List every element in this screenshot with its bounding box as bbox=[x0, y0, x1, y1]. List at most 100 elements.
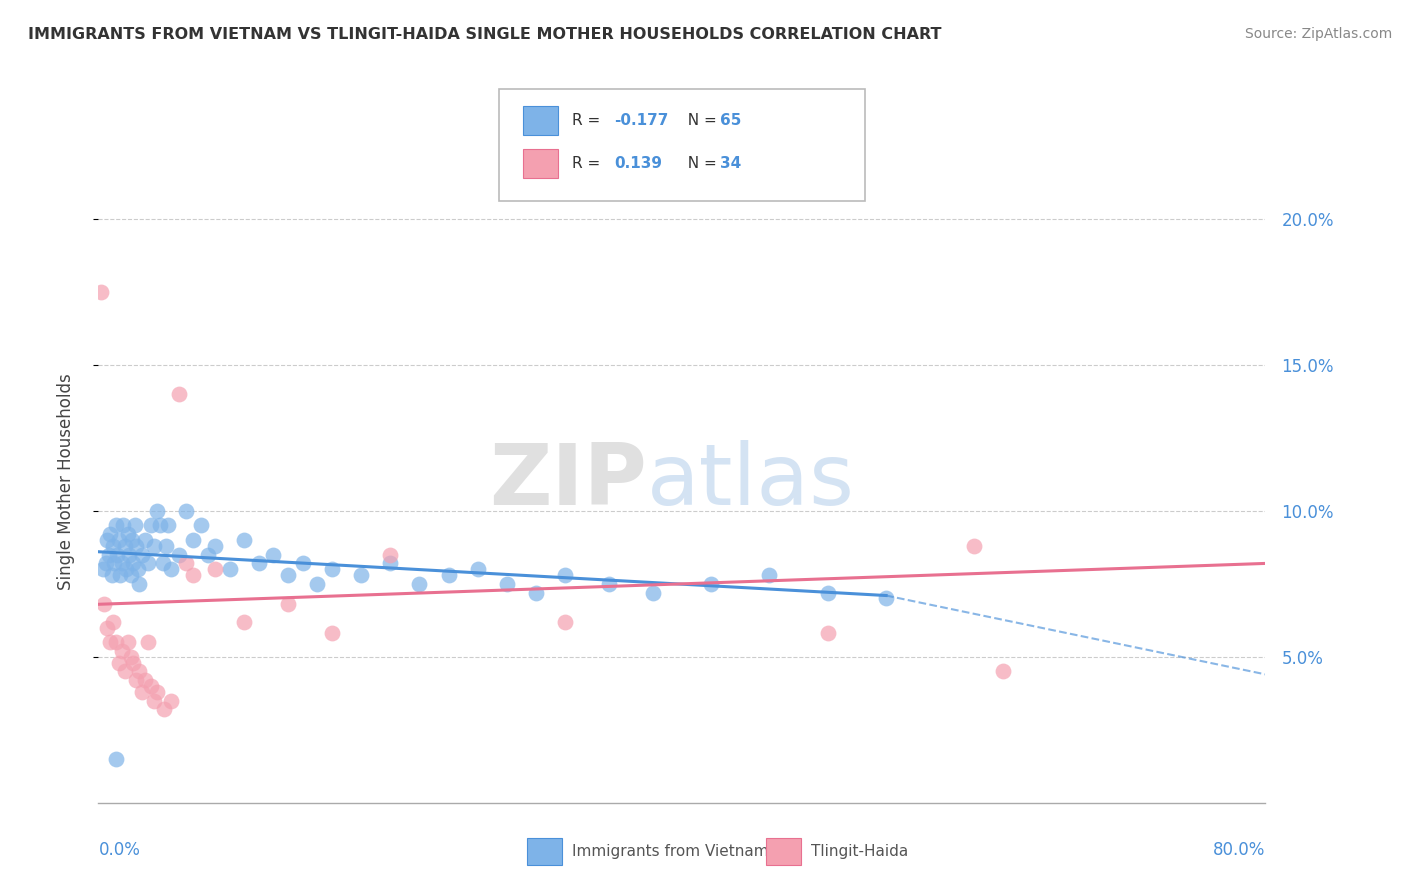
Point bbox=[104, 752, 127, 766]
Point bbox=[146, 685, 169, 699]
Point bbox=[554, 615, 576, 629]
Point bbox=[128, 577, 150, 591]
Point bbox=[817, 626, 839, 640]
Point bbox=[554, 568, 576, 582]
Point bbox=[111, 557, 134, 571]
Point bbox=[233, 533, 256, 547]
Point bbox=[467, 562, 489, 576]
Point bbox=[142, 539, 165, 553]
Point bbox=[167, 387, 190, 401]
Point bbox=[204, 539, 226, 553]
Point bbox=[128, 665, 150, 679]
Point bbox=[350, 568, 373, 582]
Point bbox=[131, 548, 153, 562]
Point bbox=[167, 548, 190, 562]
Point bbox=[146, 504, 169, 518]
Point bbox=[91, 562, 114, 576]
Text: N =: N = bbox=[678, 113, 721, 128]
Point bbox=[120, 649, 142, 664]
Text: 0.139: 0.139 bbox=[614, 156, 662, 170]
Point bbox=[104, 518, 127, 533]
Point bbox=[139, 679, 162, 693]
Point bbox=[598, 577, 620, 591]
Point bbox=[181, 568, 204, 582]
Point bbox=[321, 626, 343, 640]
Point bbox=[101, 615, 124, 629]
Point bbox=[233, 615, 256, 629]
Text: ZIP: ZIP bbox=[489, 440, 647, 524]
Text: Tlingit-Haida: Tlingit-Haida bbox=[811, 845, 908, 859]
Point bbox=[136, 557, 159, 571]
Point bbox=[134, 533, 156, 547]
Point bbox=[307, 577, 329, 591]
Text: N =: N = bbox=[678, 156, 721, 170]
Point bbox=[131, 685, 153, 699]
Point bbox=[153, 702, 176, 716]
Point bbox=[98, 635, 121, 649]
Point bbox=[114, 665, 136, 679]
Point bbox=[114, 539, 136, 553]
Point bbox=[97, 548, 120, 562]
Text: -0.177: -0.177 bbox=[614, 113, 669, 128]
Point bbox=[101, 539, 124, 553]
Text: R =: R = bbox=[572, 113, 606, 128]
Point bbox=[197, 548, 219, 562]
Point bbox=[378, 557, 402, 571]
Point bbox=[152, 557, 174, 571]
Point bbox=[758, 568, 780, 582]
Point bbox=[962, 539, 984, 553]
Point bbox=[149, 518, 172, 533]
Text: 80.0%: 80.0% bbox=[1213, 841, 1265, 859]
Point bbox=[134, 673, 156, 688]
Point bbox=[96, 533, 118, 547]
Point bbox=[495, 577, 517, 591]
Point bbox=[641, 585, 664, 599]
Point bbox=[991, 665, 1014, 679]
Point bbox=[117, 635, 139, 649]
Point bbox=[190, 518, 212, 533]
Point bbox=[90, 285, 112, 299]
Point bbox=[204, 562, 226, 576]
Point bbox=[181, 533, 204, 547]
Point bbox=[875, 591, 897, 606]
Point bbox=[117, 527, 139, 541]
Point bbox=[122, 656, 145, 670]
Point bbox=[108, 533, 131, 547]
Point bbox=[104, 635, 127, 649]
Text: atlas: atlas bbox=[647, 440, 855, 524]
Text: 65: 65 bbox=[720, 113, 741, 128]
Point bbox=[174, 504, 197, 518]
Point bbox=[118, 548, 141, 562]
Point bbox=[93, 597, 115, 611]
Point bbox=[817, 585, 839, 599]
Text: IMMIGRANTS FROM VIETNAM VS TLINGIT-HAIDA SINGLE MOTHER HOUSEHOLDS CORRELATION CH: IMMIGRANTS FROM VIETNAM VS TLINGIT-HAIDA… bbox=[28, 27, 942, 42]
Point bbox=[277, 568, 299, 582]
Point bbox=[524, 585, 547, 599]
Point bbox=[136, 635, 159, 649]
Point bbox=[378, 548, 402, 562]
Point bbox=[321, 562, 343, 576]
Point bbox=[124, 518, 146, 533]
Point bbox=[247, 557, 270, 571]
Y-axis label: Single Mother Households: Single Mother Households bbox=[56, 374, 75, 590]
Point bbox=[103, 557, 125, 571]
Point bbox=[291, 557, 314, 571]
Point bbox=[157, 518, 180, 533]
Point bbox=[108, 656, 131, 670]
Point bbox=[125, 539, 148, 553]
Point bbox=[110, 568, 132, 582]
Point bbox=[139, 518, 162, 533]
Point bbox=[218, 562, 240, 576]
Point bbox=[100, 568, 122, 582]
Point bbox=[121, 533, 143, 547]
Text: 0.0%: 0.0% bbox=[98, 841, 141, 859]
Point bbox=[120, 568, 142, 582]
Point bbox=[96, 621, 118, 635]
Point bbox=[94, 557, 117, 571]
Point bbox=[437, 568, 460, 582]
Point bbox=[142, 693, 165, 707]
Point bbox=[125, 673, 148, 688]
Text: 34: 34 bbox=[720, 156, 741, 170]
Point bbox=[262, 548, 284, 562]
Point bbox=[98, 527, 121, 541]
